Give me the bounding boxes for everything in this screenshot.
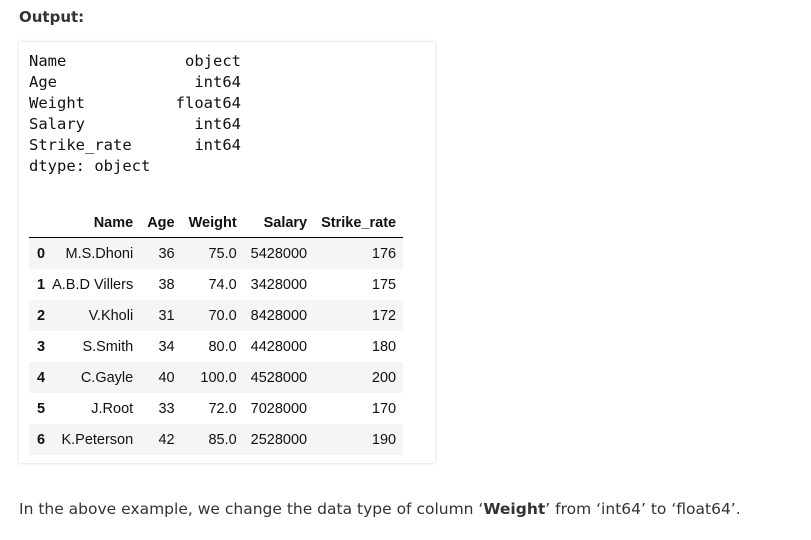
table-row: 4 C.Gayle 40 100.0 4528000 200: [29, 362, 404, 393]
cell: J.Root: [91, 400, 134, 417]
text: ’ from ‘int64’ to ‘float64’.: [545, 500, 741, 518]
cell: C.Gayle: [80, 369, 134, 386]
dtype-footer: dtype: object: [29, 157, 151, 175]
dtypes-output: Name object Age int64 Weight float64 Salary int…: [29, 51, 241, 177]
cell: 175: [371, 276, 397, 293]
table-row: 3 S.Smith 34 80.0 4428000 180: [29, 331, 403, 362]
dtype-line: Salary int64: [29, 114, 241, 135]
cell: 172: [371, 307, 397, 324]
table-row: 6 K.Peterson 42 85.0 2528000 190: [29, 424, 404, 455]
table-body: 0 M.S.Dhoni 36 75.0 5428000 176 1 A.B.D Villers…: [29, 237, 404, 455]
column-type: float64: [175, 94, 241, 112]
row-index: 2: [37, 307, 46, 324]
cell: 176: [371, 245, 397, 262]
output-label: Output:: [19, 8, 85, 26]
dtype-line: Strike_rate int64: [29, 135, 241, 156]
cell: 31: [158, 307, 175, 324]
text: In the above example, we change the data…: [19, 500, 484, 518]
column-type: int64: [194, 73, 241, 91]
cell: V.Kholi: [88, 307, 134, 324]
column-name: Weight: [29, 94, 85, 112]
dtype-line: Age int64: [29, 72, 241, 93]
header-row: Name Age Weight Salary Strike_rate: [29, 208, 404, 238]
row-index: 4: [37, 369, 46, 386]
cell: 75.0: [208, 245, 237, 262]
table-row: 1 A.B.D Villers 38 74.0 3428000 175: [29, 269, 403, 300]
table-row: 5 J.Root 33 72.0 7028000 170: [29, 393, 403, 424]
column-header: Name: [45, 208, 141, 238]
cell: 7028000: [250, 400, 308, 417]
cell: 38: [158, 276, 175, 293]
cell: 36: [158, 245, 175, 262]
dataframe-table: Name Age Weight Salary Strike_rate 0 M.S.Dhon…: [29, 208, 404, 455]
bold-text: Weight: [483, 500, 546, 518]
column-header: Age: [140, 208, 182, 238]
output-box: Name object Age int64 Weight float64 Salary int…: [19, 42, 435, 463]
column-name: Age: [29, 73, 57, 91]
column-name: Salary: [29, 115, 85, 133]
column-name: Name: [29, 52, 67, 70]
cell: 180: [371, 338, 397, 355]
column-name: Strike_rate: [29, 136, 132, 154]
column-type: int64: [194, 115, 241, 133]
cell: 100.0: [200, 369, 237, 386]
cell: 40: [158, 369, 175, 386]
cell: 2528000: [250, 431, 308, 448]
paragraph: In the above example, we change the data…: [19, 500, 741, 518]
table-row: 2 V.Kholi 31 70.0 8428000 172: [29, 300, 404, 331]
column-type: int64: [194, 136, 241, 154]
cell: 4428000: [250, 338, 308, 355]
column-header: Strike_rate: [314, 208, 404, 238]
column-type: object: [185, 52, 241, 70]
cell: 70.0: [208, 307, 237, 324]
cell: K.Peterson: [61, 431, 134, 448]
cell: 85.0: [208, 431, 237, 448]
cell: 42: [158, 431, 175, 448]
dtype-line: Name object: [29, 51, 241, 72]
row-index: 3: [37, 338, 46, 355]
table-row: 0 M.S.Dhoni 36 75.0 5428000 176: [29, 237, 404, 269]
cell: 3428000: [250, 276, 308, 293]
column-header: Salary: [243, 208, 315, 238]
cell: M.S.Dhoni: [65, 245, 134, 262]
cell: 34: [158, 338, 175, 355]
cell: 190: [371, 431, 397, 448]
cell: 72.0: [208, 400, 237, 417]
row-index: 5: [37, 400, 46, 417]
cell: S.Smith: [82, 338, 134, 355]
cell: 200: [371, 369, 397, 386]
cell: 5428000: [250, 245, 308, 262]
cell: 170: [371, 400, 397, 417]
cell: 80.0: [208, 338, 237, 355]
cell: A.B.D Villers: [52, 276, 134, 293]
row-index: 6: [37, 431, 46, 448]
index-header: [29, 208, 46, 238]
row-index: 0: [37, 245, 46, 262]
cell: 4528000: [250, 369, 308, 386]
dtype-line: Weight float64: [29, 93, 241, 114]
cell: 8428000: [250, 307, 308, 324]
column-header: Weight: [181, 208, 244, 238]
row-index: 1: [37, 276, 46, 293]
cell: 74.0: [208, 276, 237, 293]
cell: 33: [158, 400, 175, 417]
